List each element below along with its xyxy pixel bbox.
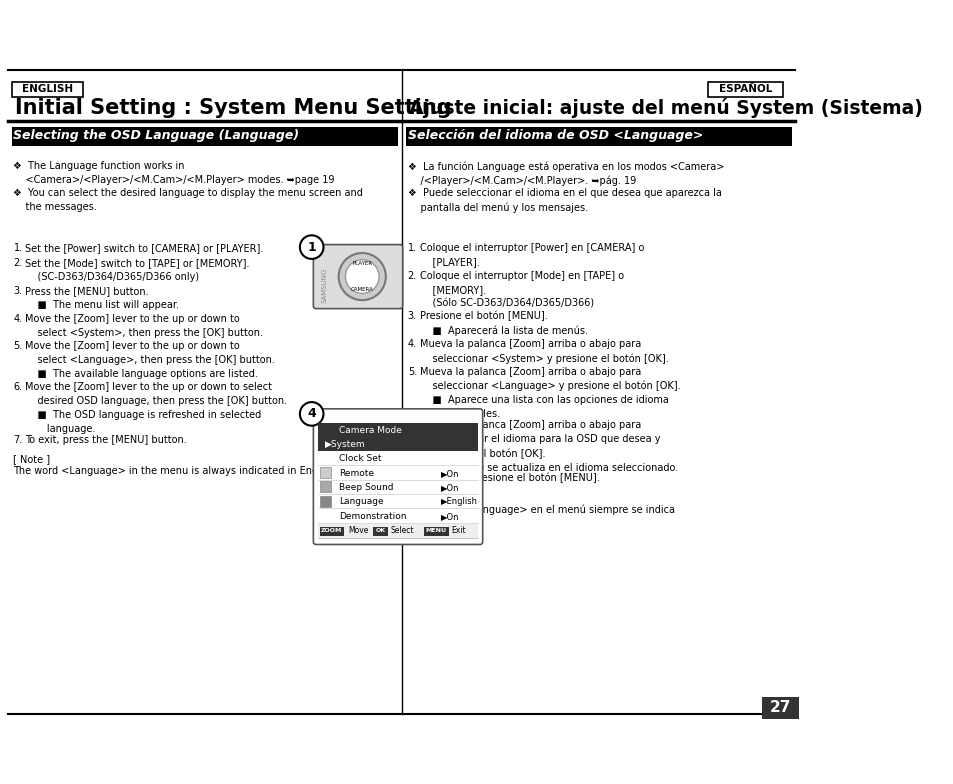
FancyBboxPatch shape bbox=[406, 128, 791, 146]
FancyBboxPatch shape bbox=[320, 527, 343, 536]
Text: Move the [Zoom] lever to the up or down to
    select <System>, then press the [: Move the [Zoom] lever to the up or down … bbox=[25, 314, 263, 338]
Text: Move: Move bbox=[348, 527, 368, 535]
Text: ENGLISH: ENGLISH bbox=[22, 84, 72, 94]
Circle shape bbox=[299, 402, 323, 426]
FancyBboxPatch shape bbox=[313, 245, 402, 309]
Text: Select: Select bbox=[391, 527, 414, 535]
Text: 7.: 7. bbox=[407, 473, 416, 483]
Text: Press the [MENU] button.
    ■  The menu list will appear.: Press the [MENU] button. ■ The menu list… bbox=[25, 286, 179, 310]
Text: Camera Mode: Camera Mode bbox=[339, 426, 402, 435]
Text: Exit: Exit bbox=[451, 527, 466, 535]
Text: Coloque el interruptor [Power] en [CAMERA] o
    [PLAYER].: Coloque el interruptor [Power] en [CAMER… bbox=[419, 243, 643, 267]
Text: Move the [Zoom] lever to the up or down to select
    desired OSD language, then: Move the [Zoom] lever to the up or down … bbox=[25, 382, 287, 434]
Text: Set the [Power] switch to [CAMERA] or [PLAYER].: Set the [Power] switch to [CAMERA] or [P… bbox=[25, 243, 263, 253]
Text: To exit, press the [MENU] button.: To exit, press the [MENU] button. bbox=[25, 435, 187, 445]
FancyBboxPatch shape bbox=[320, 467, 331, 478]
Text: CAMERA: CAMERA bbox=[351, 287, 374, 292]
Text: Mueva la palanca [Zoom] arriba o abajo para
    seleccionar el idioma para la OS: Mueva la palanca [Zoom] arriba o abajo p… bbox=[419, 419, 677, 473]
Text: 3.: 3. bbox=[13, 286, 23, 296]
FancyBboxPatch shape bbox=[320, 481, 331, 492]
Text: ▶System: ▶System bbox=[325, 440, 365, 449]
Text: ▶English: ▶English bbox=[440, 497, 477, 506]
FancyBboxPatch shape bbox=[313, 408, 482, 544]
Text: Language: Language bbox=[339, 497, 384, 506]
Text: 1.: 1. bbox=[13, 243, 23, 253]
Text: Selecting the OSD Language (Language): Selecting the OSD Language (Language) bbox=[13, 129, 299, 143]
Circle shape bbox=[338, 253, 385, 300]
Text: 1.: 1. bbox=[407, 243, 416, 253]
Text: ❖  La función Language está operativa en los modos <Camera>
    /<Player>/<M.Cam: ❖ La función Language está operativa en … bbox=[407, 162, 723, 187]
Text: Mueva la palanca [Zoom] arriba o abajo para
    seleccionar <System> y presione : Mueva la palanca [Zoom] arriba o abajo p… bbox=[419, 339, 667, 364]
Text: 7.: 7. bbox=[13, 435, 23, 445]
Text: ❖  The Language function works in
    <Camera>/<Player>/<M.Cam>/<M.Player> modes: ❖ The Language function works in <Camera… bbox=[13, 162, 335, 185]
Text: Clock Set: Clock Set bbox=[339, 455, 381, 463]
Text: 1: 1 bbox=[307, 241, 315, 253]
Text: ❖  Puede seleccionar el idioma en el que desea que aparezca la
    pantalla del : ❖ Puede seleccionar el idioma en el que … bbox=[407, 188, 720, 213]
Text: Presione el botón [MENU].
    ■  Aparecerá la lista de menús.: Presione el botón [MENU]. ■ Aparecerá la… bbox=[419, 311, 587, 336]
Text: Ajuste inicial: ajuste del menú System (Sistema): Ajuste inicial: ajuste del menú System (… bbox=[408, 98, 922, 118]
Text: MENU: MENU bbox=[425, 528, 446, 533]
Text: Beep Sound: Beep Sound bbox=[339, 483, 394, 492]
Text: Set the [Mode] switch to [TAPE] or [MEMORY].
    (SC-D363/D364/D365/D366 only): Set the [Mode] switch to [TAPE] or [MEMO… bbox=[25, 258, 250, 282]
Text: PLAYER: PLAYER bbox=[352, 261, 372, 267]
Text: Demonstration: Demonstration bbox=[339, 512, 407, 521]
FancyBboxPatch shape bbox=[423, 527, 449, 536]
Text: 4.: 4. bbox=[13, 314, 23, 324]
Text: 5.: 5. bbox=[13, 342, 23, 351]
Text: Coloque el interruptor [Mode] en [TAPE] o
    [MEMORY].
    (Sólo SC-D363/D364/D: Coloque el interruptor [Mode] en [TAPE] … bbox=[419, 270, 623, 309]
Text: ▶On: ▶On bbox=[440, 512, 458, 521]
Text: Mueva la palanca [Zoom] arriba o abajo para
    seleccionar <Language> y presion: Mueva la palanca [Zoom] arriba o abajo p… bbox=[419, 367, 679, 419]
Text: 4.: 4. bbox=[407, 339, 416, 349]
Text: ESPAÑOL: ESPAÑOL bbox=[718, 84, 771, 94]
Text: 3.: 3. bbox=[407, 311, 416, 321]
Circle shape bbox=[345, 260, 378, 293]
Text: Move the [Zoom] lever to the up or down to
    select <Language>, then press the: Move the [Zoom] lever to the up or down … bbox=[25, 342, 274, 379]
FancyBboxPatch shape bbox=[11, 82, 83, 97]
Text: SAMSUNG: SAMSUNG bbox=[321, 267, 328, 303]
Text: ▶On: ▶On bbox=[440, 469, 458, 477]
Text: [ Nota ]: [ Nota ] bbox=[407, 492, 444, 503]
Text: OK: OK bbox=[375, 528, 385, 533]
Text: The word <Language> in the menu is always indicated in English.: The word <Language> in the menu is alway… bbox=[13, 466, 338, 476]
Text: ZOOM: ZOOM bbox=[321, 528, 342, 533]
Text: 6.: 6. bbox=[13, 382, 23, 392]
FancyBboxPatch shape bbox=[11, 128, 397, 146]
Text: Para salir, presione el botón [MENU].: Para salir, presione el botón [MENU]. bbox=[419, 473, 598, 484]
FancyBboxPatch shape bbox=[318, 437, 478, 451]
Text: ▶On: ▶On bbox=[440, 483, 458, 492]
Text: 2.: 2. bbox=[13, 258, 23, 268]
Text: 5.: 5. bbox=[407, 367, 416, 377]
Text: Remote: Remote bbox=[339, 469, 375, 477]
Text: La palabra <Language> en el menú siempre se indica
en inglés.: La palabra <Language> en el menú siempre… bbox=[407, 504, 674, 529]
FancyBboxPatch shape bbox=[761, 697, 799, 719]
Text: Initial Setting : System Menu Setting: Initial Setting : System Menu Setting bbox=[15, 98, 452, 118]
Text: 4: 4 bbox=[307, 408, 315, 420]
Text: 2.: 2. bbox=[407, 270, 416, 281]
Text: 27: 27 bbox=[769, 700, 791, 715]
Text: ❖  You can select the desired language to display the menu screen and
    the me: ❖ You can select the desired language to… bbox=[13, 188, 363, 212]
Text: [ Note ]: [ Note ] bbox=[13, 455, 51, 464]
Circle shape bbox=[299, 235, 323, 259]
Text: Selección del idioma de OSD <Language>: Selección del idioma de OSD <Language> bbox=[407, 129, 702, 143]
FancyBboxPatch shape bbox=[373, 527, 388, 536]
FancyBboxPatch shape bbox=[318, 524, 478, 538]
FancyBboxPatch shape bbox=[707, 82, 782, 97]
Text: 6.: 6. bbox=[407, 419, 416, 430]
FancyBboxPatch shape bbox=[318, 423, 478, 437]
FancyBboxPatch shape bbox=[320, 495, 331, 506]
